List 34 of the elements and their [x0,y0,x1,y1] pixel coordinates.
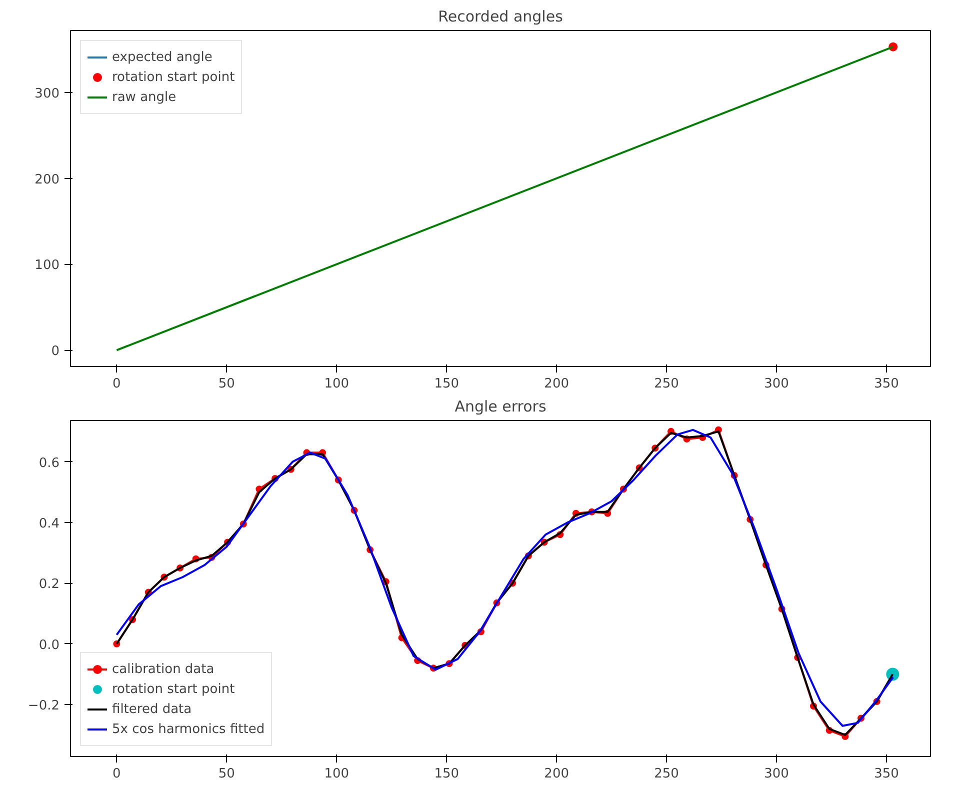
y-tick-label: 0.6 [38,456,60,471]
x-tick-label: 100 [324,766,350,782]
y-tick-label: 0 [51,344,60,360]
y-tick-label: 200 [34,172,60,188]
x-tick-label: 300 [764,376,789,392]
x-tick-label: 350 [874,376,899,392]
legend-label: calibration data [112,662,214,676]
x-tick-label: 200 [544,766,570,782]
legend-label: raw angle [112,90,176,104]
legend-label: expected angle [112,50,212,64]
x-tick-label: 250 [654,766,679,782]
y-tick-label: 0.4 [38,516,60,532]
x-tick-label: 200 [544,376,570,392]
chart-title: Recorded angles [438,8,564,26]
x-tick-label: 350 [874,766,899,782]
x-tick-label: 0 [112,766,121,782]
legend-label: rotation start point [112,70,235,84]
x-tick-label: 250 [654,376,679,392]
y-tick-label: 0.2 [38,577,60,592]
x-tick-label: 100 [324,376,350,392]
legend-label: filtered data [112,702,192,716]
x-tick-label: 150 [434,766,460,782]
x-tick-label: 300 [764,766,789,782]
y-tick-label: 300 [34,86,60,102]
x-tick-label: 50 [218,376,235,392]
x-tick-label: 50 [218,766,235,782]
y-tick-label: 0.0 [38,638,60,653]
x-tick-label: 0 [112,376,121,392]
legend-label: rotation start point [112,682,235,696]
legend-label: 5x cos harmonics fitted [112,722,265,736]
chart-title: Angle errors [454,398,546,416]
y-tick-label: −0.2 [28,698,60,714]
y-tick-label: 100 [34,258,60,274]
x-tick-label: 150 [434,376,460,392]
